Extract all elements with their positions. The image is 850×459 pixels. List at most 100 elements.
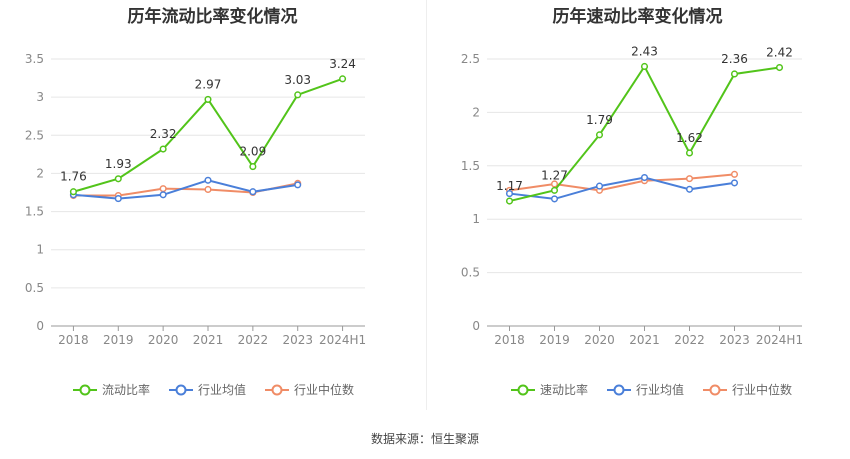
data-point-industry_avg[interactable]	[159, 191, 167, 199]
data-point-company[interactable]	[550, 186, 559, 194]
y-tick-label: 0	[472, 319, 480, 333]
x-tick-label: 2022	[238, 333, 269, 347]
data-label: 2.09	[239, 145, 266, 159]
data-label: 1.27	[541, 168, 568, 182]
current-ratio-chart: 0 0.5 1 1.5 2 2.5 3 3.5 2018 2019 2020 2021 2022 2023…	[25, 52, 366, 347]
data-label: 2.97	[195, 77, 222, 91]
y-tick-label: 0.5	[461, 266, 480, 280]
data-label: 3.03	[284, 73, 311, 87]
legend-marker-icon	[703, 384, 728, 395]
y-tick-label: 2	[472, 105, 480, 119]
x-tick-label: 2021	[629, 333, 660, 347]
data-label: 1.79	[586, 113, 613, 127]
data-point-industry_avg[interactable]	[294, 181, 302, 189]
data-point-industry_avg[interactable]	[550, 195, 559, 203]
legend-item-company[interactable]: 流动比率	[72, 381, 150, 398]
y-tick-label: 2.5	[25, 128, 44, 142]
data-point-industry_avg[interactable]	[685, 185, 694, 193]
x-tick-label: 2018	[58, 333, 89, 347]
data-point-industry_avg[interactable]	[730, 179, 739, 187]
y-tick-label: 2	[36, 166, 44, 180]
data-label: 1.76	[60, 170, 87, 184]
y-tick-label: 3.5	[25, 52, 44, 66]
legend-right: 速动比率 行业均值 行业中位数	[510, 381, 810, 398]
data-label: 3.24	[329, 57, 356, 71]
x-tick-label: 2023	[719, 333, 750, 347]
chart-divider	[426, 0, 427, 410]
data-point-industry_median[interactable]	[730, 170, 739, 178]
legend-marker-icon	[607, 384, 632, 395]
data-label: 2.42	[766, 46, 793, 60]
x-tick-label: 2019	[103, 333, 134, 347]
data-point-company[interactable]	[204, 95, 212, 103]
legend-label: 行业中位数	[294, 383, 355, 397]
data-point-company[interactable]	[339, 75, 347, 83]
legend-marker-icon	[73, 384, 97, 395]
y-tick-label: 2.5	[461, 52, 480, 66]
legend-label: 速动比率	[540, 383, 589, 397]
data-label: 1.17	[496, 179, 523, 193]
x-tick-label: 2018	[494, 333, 525, 347]
x-tick-label: 2021	[193, 333, 224, 347]
data-point-company[interactable]	[249, 163, 257, 171]
data-label: 2.36	[721, 52, 748, 66]
data-point-company[interactable]	[69, 188, 77, 196]
legend-marker-icon	[511, 384, 535, 395]
legend-label: 流动比率	[102, 383, 151, 397]
series-line-industry_avg	[509, 176, 735, 200]
x-tick-label: 2020	[584, 333, 615, 347]
legend-item-company[interactable]: 速动比率	[510, 381, 588, 398]
data-label: 1.62	[676, 131, 703, 145]
data-point-company[interactable]	[114, 175, 122, 183]
data-point-industry_median[interactable]	[204, 185, 212, 193]
data-point-company[interactable]	[685, 149, 694, 157]
x-tick-label: 2024H1	[319, 333, 366, 347]
legend-label: 行业中位数	[732, 383, 793, 397]
data-point-industry_median[interactable]	[550, 180, 559, 188]
legend-marker-icon	[265, 384, 290, 395]
data-point-industry_avg[interactable]	[595, 182, 604, 190]
data-label: 2.43	[631, 44, 658, 58]
y-tick-label: 1.5	[461, 159, 480, 173]
x-tick-label: 2024H1	[756, 333, 803, 347]
data-point-company[interactable]	[730, 70, 739, 78]
y-tick-label: 1.5	[25, 205, 44, 219]
data-point-industry_avg[interactable]	[249, 188, 257, 196]
chart-title-right: 历年速动比率变化情况	[552, 7, 723, 27]
x-tick-label: 2020	[148, 333, 179, 347]
x-tick-label: 2023	[282, 333, 313, 347]
data-point-company[interactable]	[294, 91, 302, 99]
series-line-industry_avg	[73, 179, 298, 200]
data-point-industry_avg[interactable]	[640, 173, 649, 182]
y-tick-label: 0.5	[25, 281, 44, 295]
chart-title-left: 历年流动比率变化情况	[127, 7, 298, 27]
source-note: 数据来源：恒生聚源	[370, 432, 479, 446]
data-point-company[interactable]	[595, 131, 604, 139]
data-point-company[interactable]	[775, 63, 784, 72]
y-tick-label: 1	[472, 212, 480, 226]
series-line-industry_median	[509, 173, 735, 192]
legend-marker-icon	[169, 384, 194, 395]
y-tick-label: 0	[36, 319, 44, 333]
data-label: 1.93	[105, 157, 132, 171]
quick-ratio-chart: 0 0.5 1 1.5 2 2.5 2018 2019 2020 2021 2022 2023 2024…	[461, 44, 803, 347]
data-point-industry_avg[interactable]	[204, 176, 212, 184]
data-point-industry_avg[interactable]	[505, 190, 514, 198]
legend-label: 行业均值	[198, 383, 247, 397]
legend-item-industry_avg[interactable]: 行业均值	[168, 381, 246, 398]
legend-left: 流动比率 行业均值 行业中位数	[72, 381, 372, 398]
legend-item-industry_median[interactable]: 行业中位数	[702, 381, 792, 398]
legend-label: 行业均值	[636, 383, 685, 397]
x-tick-label: 2022	[674, 333, 705, 347]
data-point-industry_avg[interactable]	[114, 195, 122, 203]
data-point-industry_median[interactable]	[159, 185, 167, 193]
legend-item-industry_median[interactable]: 行业中位数	[264, 381, 354, 398]
data-point-company[interactable]	[505, 197, 514, 205]
data-point-industry_median[interactable]	[685, 175, 694, 183]
y-tick-label: 1	[36, 243, 44, 257]
legend-item-industry_avg[interactable]: 行业均值	[606, 381, 684, 398]
x-tick-label: 2019	[539, 333, 570, 347]
y-tick-label: 3	[36, 90, 44, 104]
data-point-company[interactable]	[159, 145, 167, 153]
data-point-company[interactable]	[640, 62, 649, 71]
